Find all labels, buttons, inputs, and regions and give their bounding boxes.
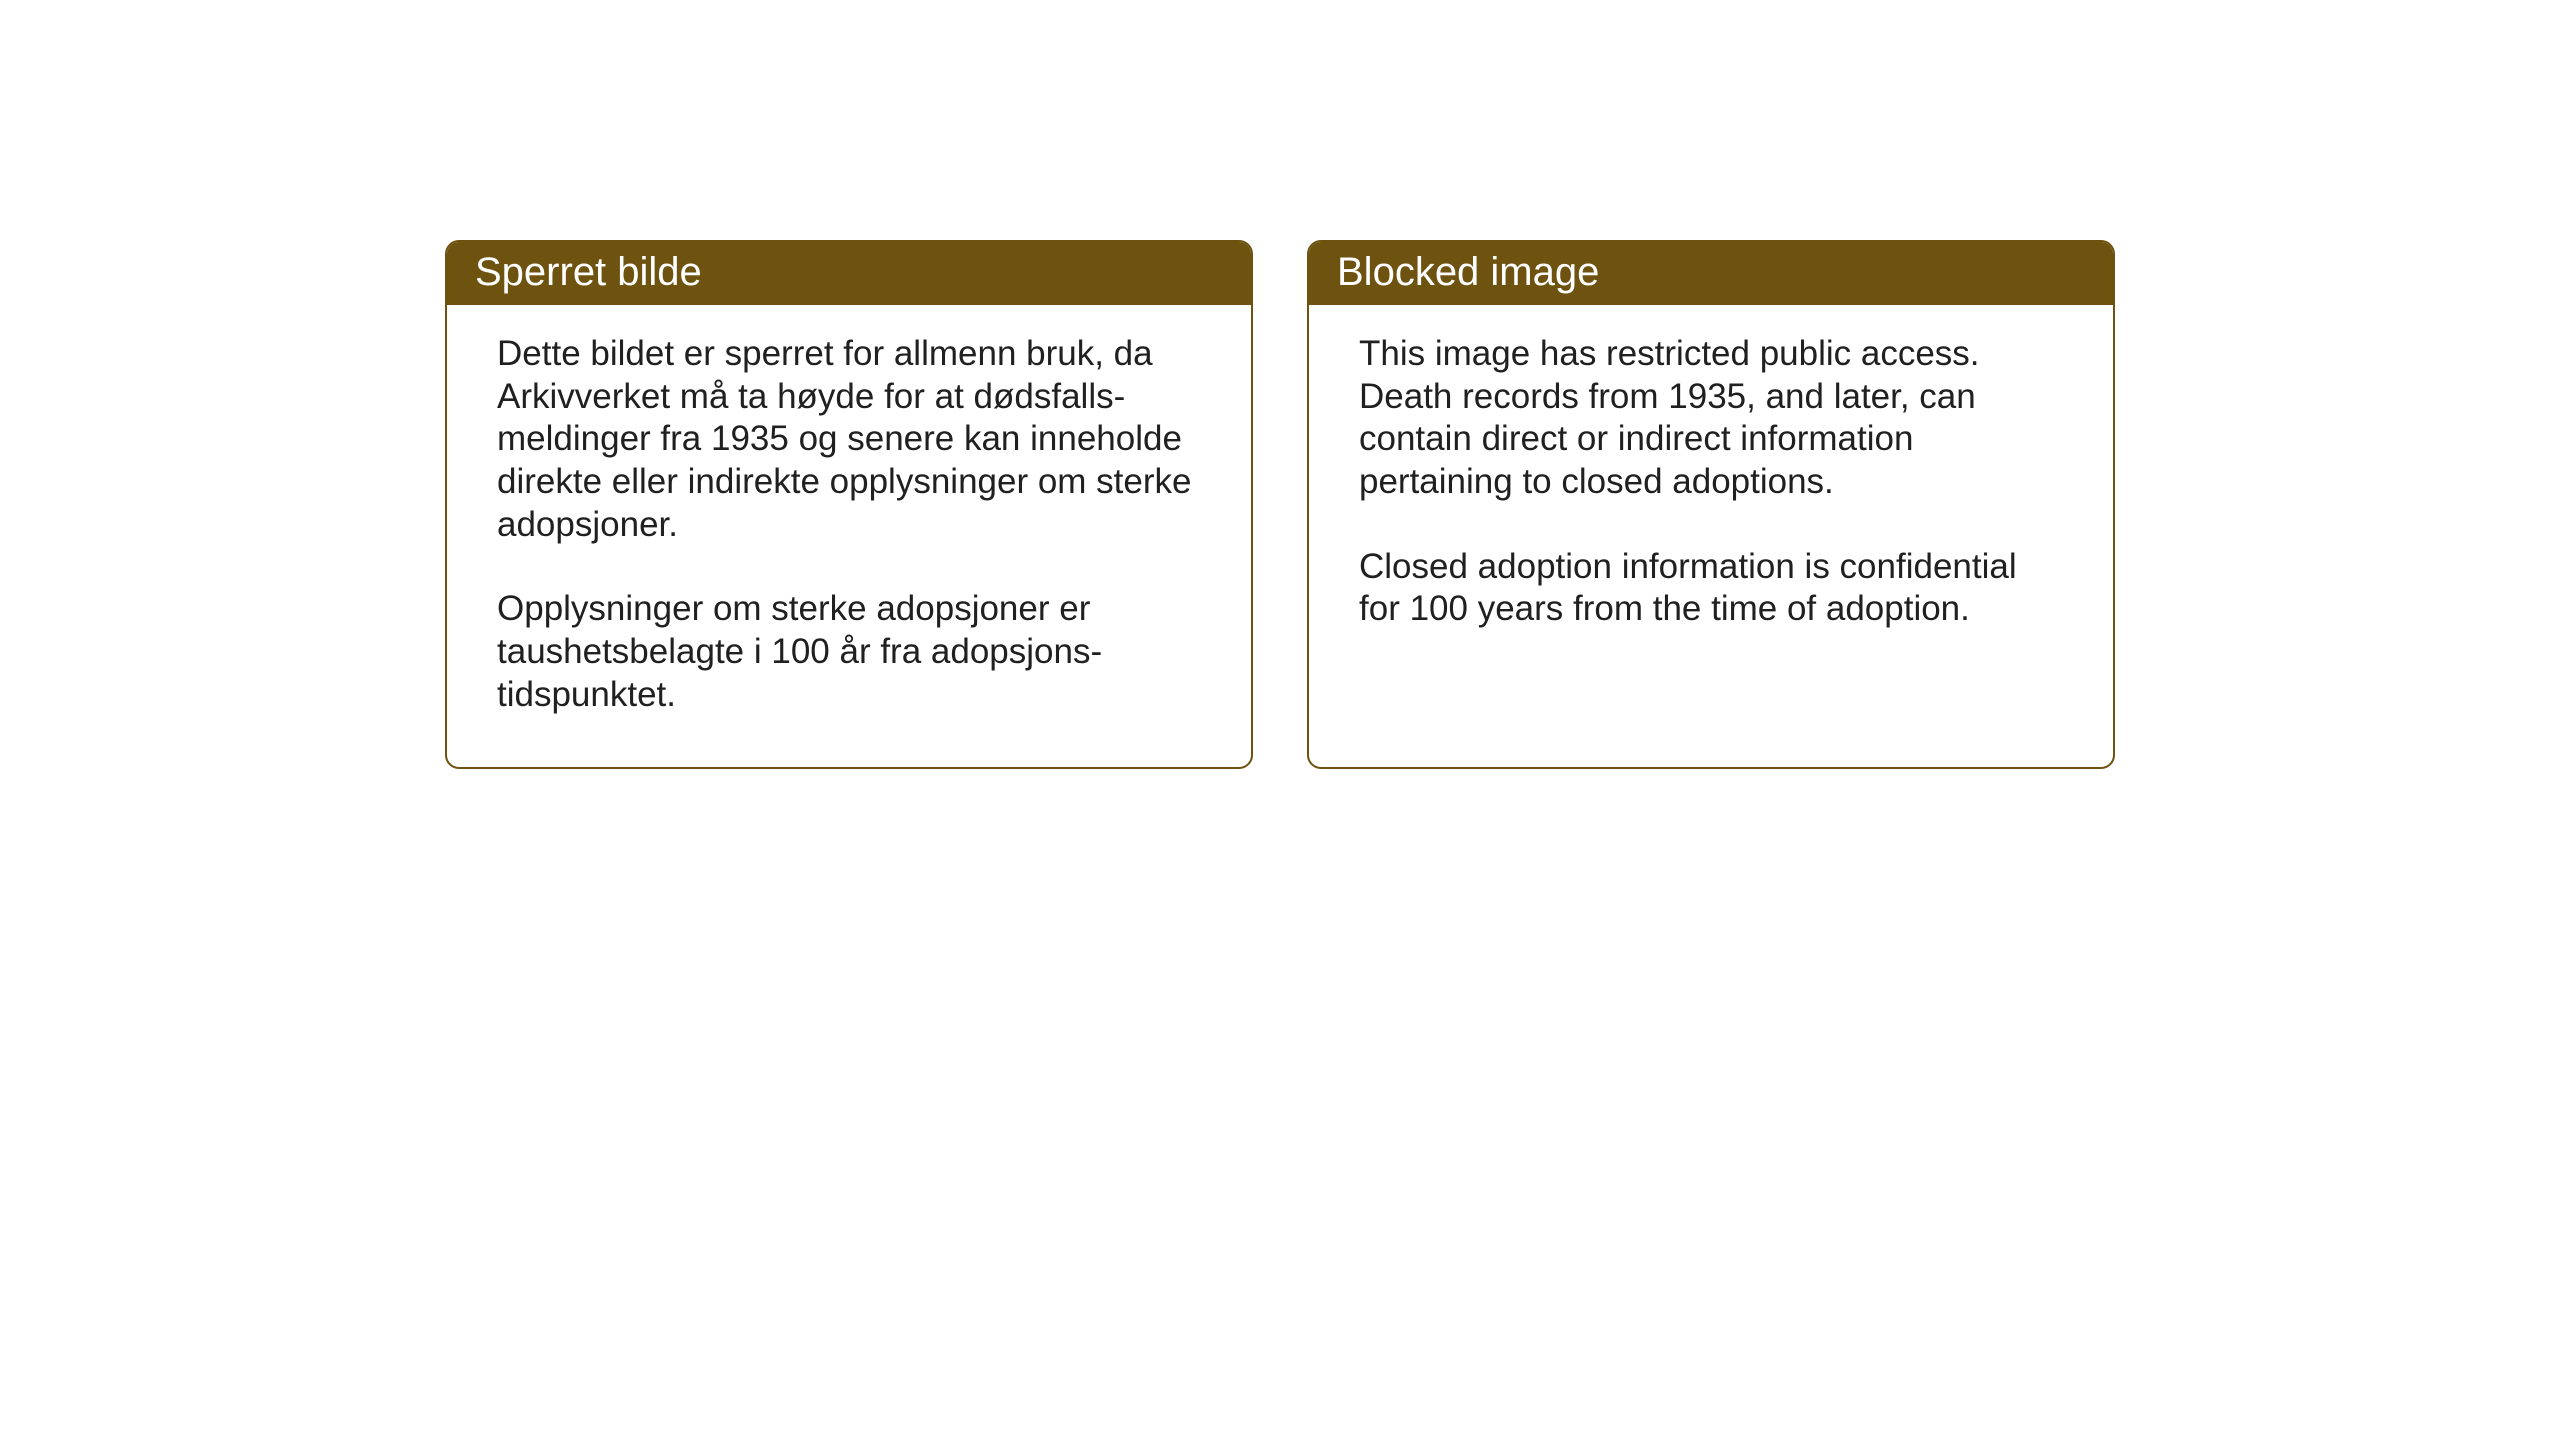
notice-container: Sperret bilde Dette bildet er sperret fo… [0, 0, 2560, 769]
card-paragraph-english-1: This image has restricted public access.… [1359, 333, 2063, 504]
card-body-norwegian: Dette bildet er sperret for allmenn bruk… [447, 305, 1251, 767]
card-header-norwegian: Sperret bilde [447, 242, 1251, 305]
card-paragraph-norwegian-2: Opplysninger om sterke adopsjoner er tau… [497, 588, 1201, 716]
card-paragraph-english-2: Closed adoption information is confident… [1359, 546, 2063, 631]
card-header-english: Blocked image [1309, 242, 2113, 305]
card-title-norwegian: Sperret bilde [475, 250, 702, 294]
card-body-english: This image has restricted public access.… [1309, 305, 2113, 681]
notice-card-norwegian: Sperret bilde Dette bildet er sperret fo… [445, 240, 1253, 769]
notice-card-english: Blocked image This image has restricted … [1307, 240, 2115, 769]
card-paragraph-norwegian-1: Dette bildet er sperret for allmenn bruk… [497, 333, 1201, 546]
card-title-english: Blocked image [1337, 250, 1599, 294]
